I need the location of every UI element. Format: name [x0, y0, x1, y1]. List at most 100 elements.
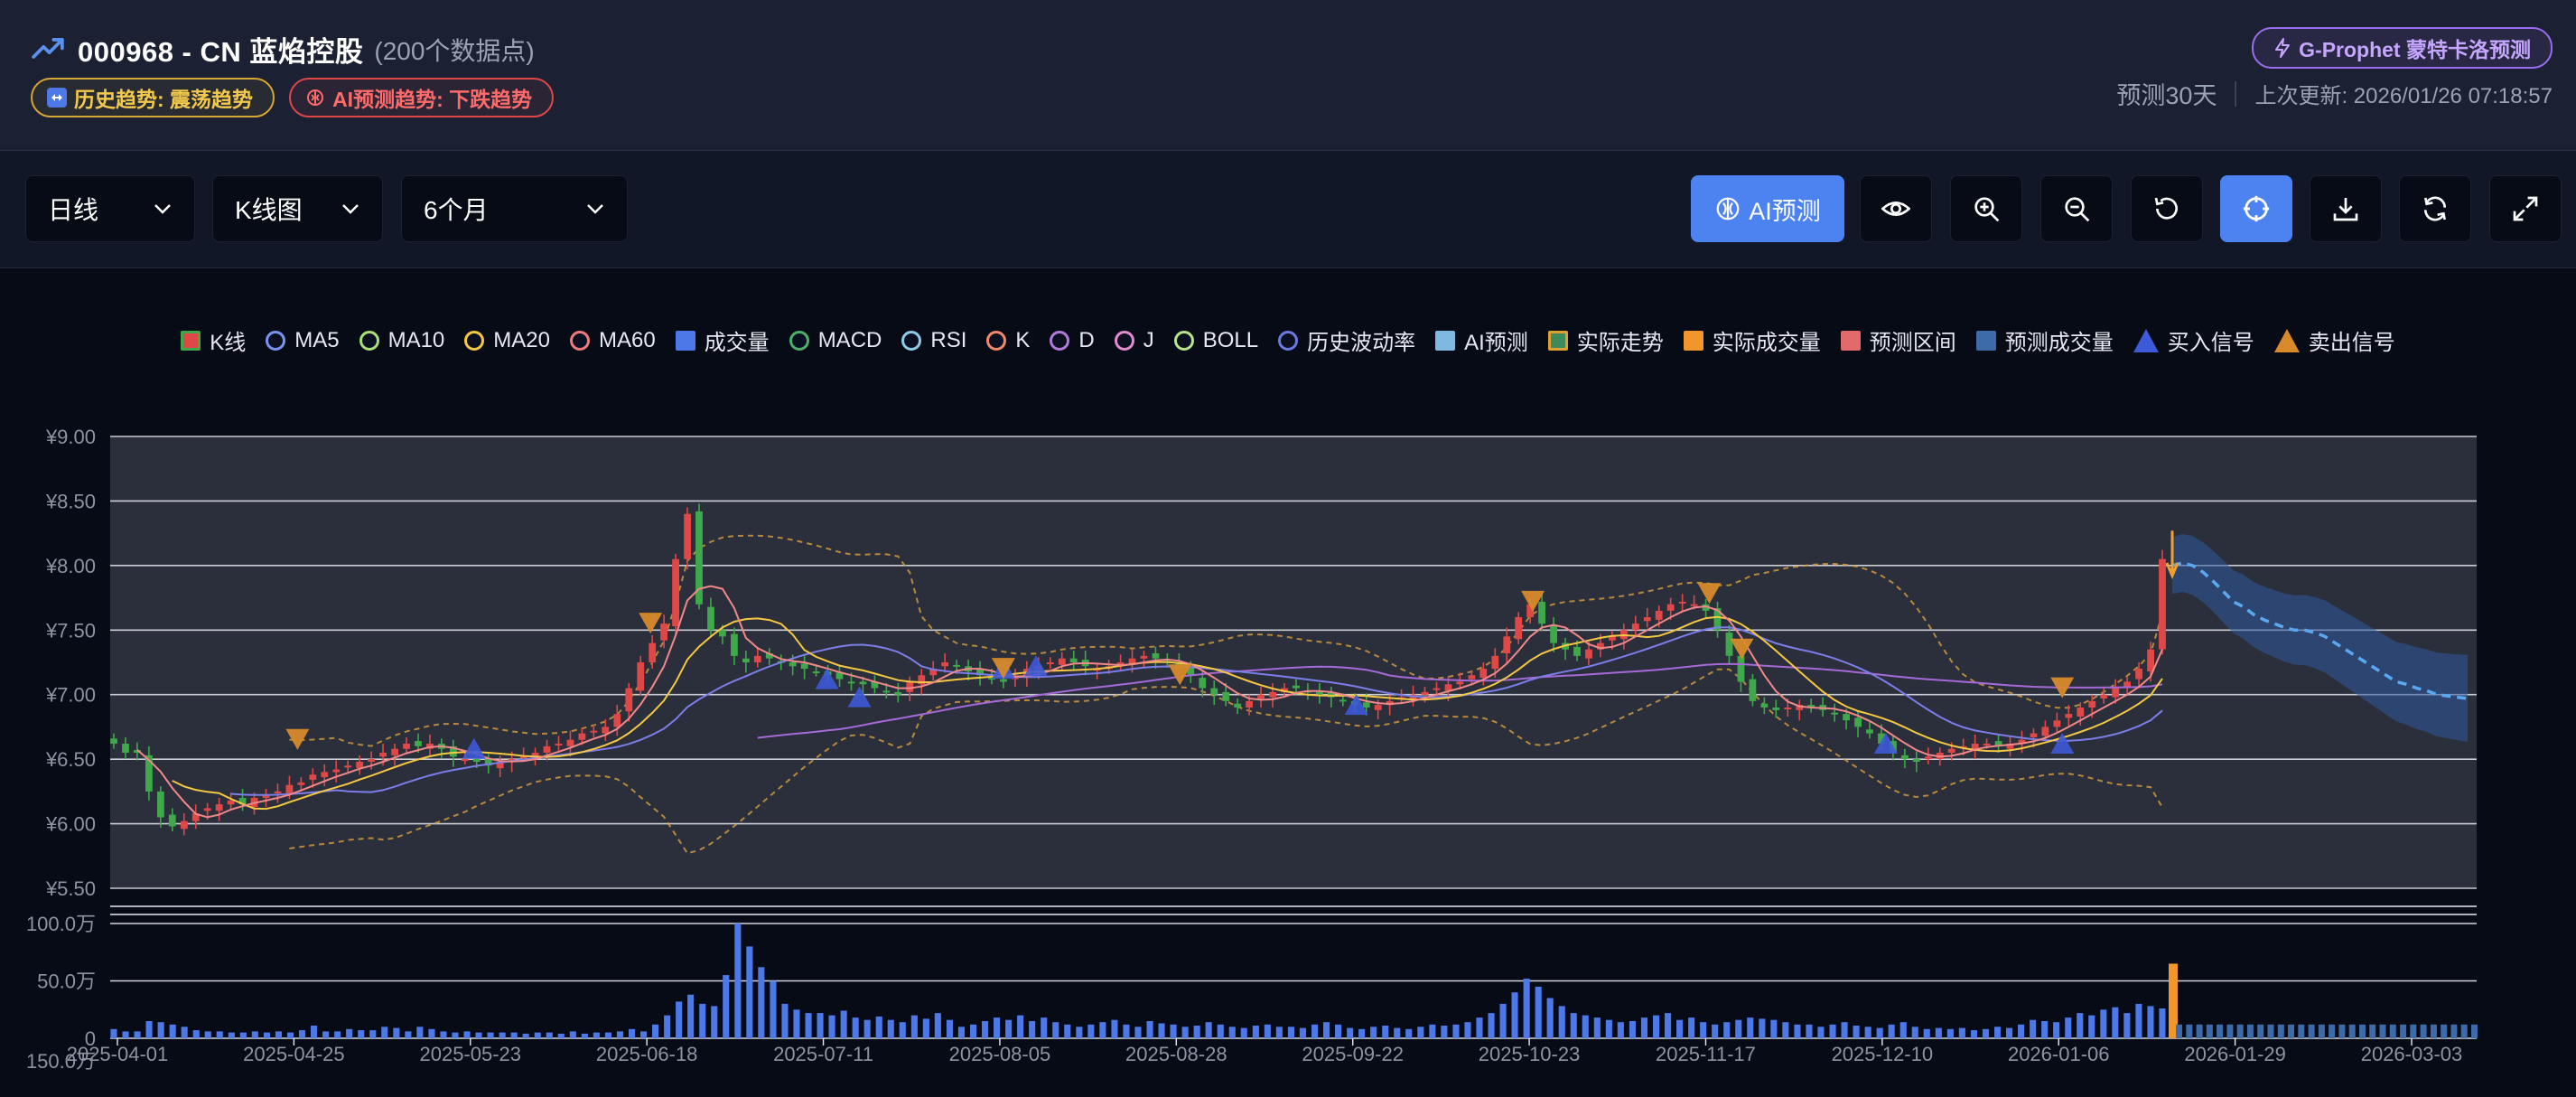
forecast-volume-bar [2217, 1024, 2224, 1038]
legend-label: MA5 [294, 327, 340, 352]
candle-body [555, 744, 563, 745]
volume-bar [1429, 1024, 1436, 1038]
candle-body [297, 782, 305, 785]
legend-item[interactable]: K线 [181, 324, 246, 356]
download-button[interactable] [2310, 175, 2382, 242]
candle-body [285, 784, 294, 794]
legend-item[interactable]: MA10 [359, 327, 445, 353]
volume-bar [1876, 1027, 1883, 1038]
candle-body [871, 681, 879, 689]
legend-item[interactable]: 实际走势 [1547, 324, 1664, 356]
sell-signal [639, 613, 663, 634]
legend-item[interactable]: 历史波动率 [1278, 324, 1415, 356]
legend-item[interactable]: 实际成交量 [1683, 324, 1821, 356]
period-select[interactable]: 日线 [25, 175, 195, 242]
gprophet-button[interactable]: G-Prophet 蒙特卡洛预测 [2252, 27, 2553, 69]
volume-bar [2088, 1015, 2095, 1038]
volume-bar [499, 1032, 506, 1038]
volume-bar [1935, 1027, 1942, 1038]
candle-body [262, 795, 270, 798]
candle-body [1058, 658, 1066, 665]
legend-item[interactable]: J [1114, 328, 1154, 353]
volume-bar [1017, 1015, 1024, 1038]
legend-label: MA60 [598, 327, 656, 352]
volume-bar [1240, 1027, 1247, 1038]
forecast-volume-bar [2176, 1024, 2182, 1038]
crosshair-button[interactable] [2220, 175, 2292, 242]
candle-body [356, 762, 364, 769]
volume-bar [899, 1022, 906, 1038]
candle-body [1737, 655, 1745, 682]
volume-bar [557, 1033, 565, 1038]
volume-bar [652, 1024, 659, 1038]
forecast-volume-bar [2267, 1024, 2274, 1038]
volume-bar [2112, 1007, 2119, 1038]
volume-bar [569, 1031, 576, 1038]
candle-body [1924, 756, 1932, 760]
legend-item[interactable]: MA5 [266, 327, 340, 353]
legend-label: BOLL [1202, 327, 1259, 352]
volume-bar [1523, 979, 1530, 1038]
legend-item[interactable]: 买入信号 [2133, 324, 2254, 356]
candle-body [2100, 694, 2108, 699]
volume-bar [1311, 1024, 1319, 1038]
legend-item[interactable]: 卖出信号 [2273, 324, 2395, 356]
legend-item[interactable]: BOLL [1173, 327, 1259, 353]
legend-item[interactable]: 预测成交量 [1975, 324, 2114, 356]
volume-bar [1452, 1024, 1460, 1038]
period-value: 日线 [48, 196, 99, 224]
candle-body [332, 769, 341, 773]
volume-bar [1535, 986, 1542, 1038]
range-select[interactable]: 6个月 [401, 175, 628, 242]
volume-bar [216, 1031, 223, 1038]
legend-item[interactable]: RSI [901, 328, 966, 353]
ai-predict-button[interactable]: AI预测 [1691, 175, 1844, 242]
fullscreen-button[interactable] [2489, 175, 2562, 242]
legend-item[interactable]: K [986, 328, 1030, 353]
legend-item[interactable]: AI预测 [1435, 324, 1528, 356]
legend-item[interactable]: MACD [789, 328, 882, 353]
chart-type-select[interactable]: K线图 [212, 175, 383, 242]
volume-bar [2030, 1019, 2037, 1038]
volume-bar [2123, 1013, 2131, 1038]
candle-body [2077, 708, 2085, 717]
toolbar: 日线 K线图 6个月 AI预测 [0, 151, 2576, 268]
buy-signal [847, 686, 872, 708]
x-tick-label: 2025-08-05 [949, 1043, 1051, 1065]
zoom-in-button[interactable] [1950, 175, 2022, 242]
legend-item[interactable]: 预测区间 [1840, 324, 1956, 356]
volume-bar [1841, 1022, 1848, 1038]
ai-trend-badge: AI预测趋势: 下跌趋势 [289, 78, 555, 117]
toggle-visibility-button[interactable] [1860, 175, 1932, 242]
candle-body [2041, 727, 2049, 736]
forecast-volume-bar [2338, 1024, 2346, 1038]
legend-item[interactable]: MA60 [569, 327, 656, 353]
zoom-out-button[interactable] [2040, 175, 2113, 242]
volume-bar [239, 1032, 247, 1038]
volume-bar [299, 1030, 306, 1038]
legend-item[interactable]: 成交量 [675, 324, 770, 356]
sell-signal [2050, 677, 2075, 699]
candle-body [1609, 636, 1616, 641]
volume-bar [1640, 1017, 1647, 1038]
volume-bar [1347, 1027, 1354, 1038]
forecast-volume-bar [2288, 1024, 2294, 1038]
forecast-meta: 预测30天 上次更新: 2026/01/26 07:18:57 [2116, 76, 2553, 111]
volume-bar [699, 1003, 706, 1038]
refresh-button[interactable] [2399, 175, 2471, 242]
volume-bar [1476, 1017, 1483, 1038]
volume-bar [1275, 1027, 1283, 1038]
forecast-volume-bar [2236, 1024, 2244, 1038]
candle-body [1878, 733, 1885, 744]
reset-button[interactable] [2131, 175, 2203, 242]
volume-bar [2053, 1022, 2060, 1038]
legend-item[interactable]: MA20 [464, 328, 550, 353]
candle-body [918, 675, 926, 685]
volume-bar [1146, 1021, 1153, 1038]
x-tick-label: 2026-01-29 [2184, 1043, 2286, 1065]
price-tick-label: ¥8.00 [45, 555, 96, 577]
volume-bar [1041, 1017, 1048, 1038]
stock-chart[interactable]: ¥9.00 ¥8.50 ¥8.00 ¥7.50 ¥7.00 ¥6.50 ¥6.00 ¥5.50… [0, 268, 2576, 1097]
legend-item[interactable]: D [1050, 328, 1095, 353]
legend-label: MA10 [387, 327, 445, 352]
